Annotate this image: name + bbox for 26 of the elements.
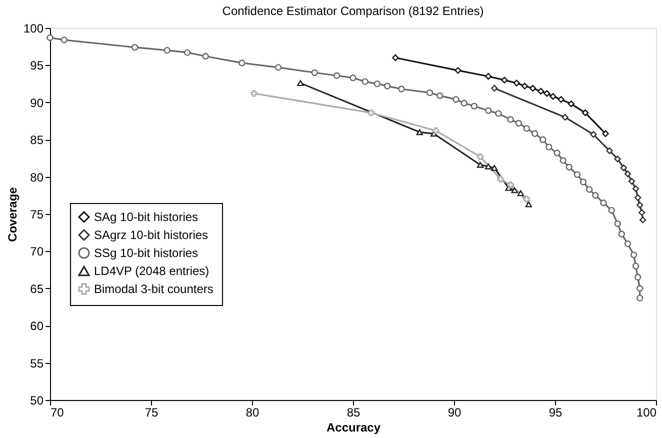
y-axis-title: Coverage bbox=[5, 186, 20, 242]
legend-label: Bimodal 3-bit counters bbox=[94, 282, 214, 296]
x-tick-label: 80 bbox=[246, 406, 260, 420]
y-tick-label: 75 bbox=[30, 208, 44, 222]
y-tick-label: 90 bbox=[30, 96, 44, 110]
y-tick-label: 100 bbox=[23, 22, 44, 36]
x-tick-label: 100 bbox=[636, 406, 657, 420]
x-tick-label: 85 bbox=[346, 406, 360, 420]
legend-label: SAgrz 10-bit histories bbox=[94, 228, 208, 242]
chart-title: Confidence Estimator Comparison (8192 Entries) bbox=[222, 4, 484, 18]
x-axis-title: Accuracy bbox=[326, 420, 381, 434]
y-tick-label: 95 bbox=[30, 58, 44, 73]
x-tick-label: 90 bbox=[448, 406, 462, 420]
x-tick-label: 95 bbox=[548, 406, 562, 420]
y-tick-label: 85 bbox=[30, 133, 44, 148]
y-tick-label: 80 bbox=[30, 170, 44, 184]
y-tick-label: 50 bbox=[30, 394, 44, 408]
x-tick-label: 70 bbox=[50, 406, 64, 420]
y-tick-label: 65 bbox=[30, 282, 44, 296]
legend-label: LD4VP (2048 entries) bbox=[94, 264, 210, 278]
y-tick-label: 70 bbox=[30, 244, 44, 259]
x-tick-label: 75 bbox=[144, 406, 158, 420]
y-tick-label: 55 bbox=[30, 356, 44, 370]
legend-label: SSg 10-bit histories bbox=[94, 246, 198, 260]
legend-label: SAg 10-bit histories bbox=[94, 210, 198, 224]
y-tick-label: 60 bbox=[30, 319, 44, 334]
